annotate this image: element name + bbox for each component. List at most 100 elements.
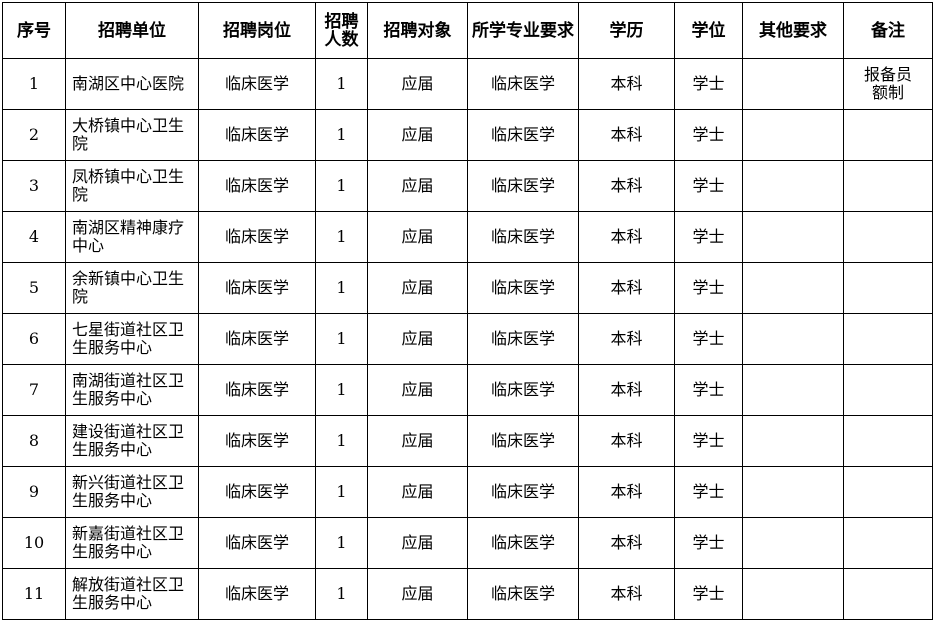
cell-edu: 本科 <box>578 568 675 620</box>
cell-other <box>742 109 844 161</box>
table-row: 4 南湖区精神康疗中心 临床医学 1 应届 临床医学 本科 学士 <box>2 211 933 263</box>
cell-degree: 学士 <box>674 313 743 365</box>
cell-major: 临床医学 <box>467 313 579 365</box>
cell-count: 1 <box>315 160 368 212</box>
cell-note <box>843 415 933 467</box>
cell-major: 临床医学 <box>467 364 579 416</box>
cell-post: 临床医学 <box>198 415 316 467</box>
header-cell: 学位 <box>674 2 743 59</box>
cell-note <box>843 109 933 161</box>
cell-major: 临床医学 <box>467 211 579 263</box>
cell-note <box>843 160 933 212</box>
cell-edu: 本科 <box>578 58 675 110</box>
cell-unit: 凤桥镇中心卫生院 <box>65 160 199 212</box>
cell-post: 临床医学 <box>198 313 316 365</box>
table-row: 2 大桥镇中心卫生院 临床医学 1 应届 临床医学 本科 学士 <box>2 109 933 161</box>
cell-note <box>843 262 933 314</box>
cell-post: 临床医学 <box>198 568 316 620</box>
cell-target: 应届 <box>367 313 468 365</box>
cell-unit: 新兴街道社区卫生服务中心 <box>65 466 199 518</box>
header-cell: 学历 <box>578 2 675 59</box>
header-cell: 招聘单位 <box>65 2 199 59</box>
cell-post: 临床医学 <box>198 466 316 518</box>
cell-note: 报备员额制 <box>843 58 933 110</box>
cell-edu: 本科 <box>578 160 675 212</box>
cell-target: 应届 <box>367 466 468 518</box>
table-row: 1 南湖区中心医院 临床医学 1 应届 临床医学 本科 学士 报备员额制 <box>2 58 933 110</box>
cell-unit: 大桥镇中心卫生院 <box>65 109 199 161</box>
cell-no: 7 <box>2 364 66 416</box>
cell-post: 临床医学 <box>198 517 316 569</box>
cell-count: 1 <box>315 415 368 467</box>
cell-target: 应届 <box>367 262 468 314</box>
cell-post: 临床医学 <box>198 109 316 161</box>
header-cell: 招聘对象 <box>367 2 468 59</box>
cell-edu: 本科 <box>578 517 675 569</box>
cell-count: 1 <box>315 262 368 314</box>
cell-count: 1 <box>315 109 368 161</box>
cell-degree: 学士 <box>674 364 743 416</box>
cell-note <box>843 211 933 263</box>
cell-target: 应届 <box>367 58 468 110</box>
cell-degree: 学士 <box>674 211 743 263</box>
cell-count: 1 <box>315 364 368 416</box>
cell-post: 临床医学 <box>198 160 316 212</box>
table-row: 6 七星街道社区卫生服务中心 临床医学 1 应届 临床医学 本科 学士 <box>2 313 933 365</box>
cell-note <box>843 466 933 518</box>
cell-count: 1 <box>315 211 368 263</box>
cell-no: 11 <box>2 568 66 620</box>
cell-unit: 建设街道社区卫生服务中心 <box>65 415 199 467</box>
cell-target: 应届 <box>367 160 468 212</box>
cell-major: 临床医学 <box>467 568 579 620</box>
cell-post: 临床医学 <box>198 262 316 314</box>
cell-no: 10 <box>2 517 66 569</box>
cell-target: 应届 <box>367 568 468 620</box>
cell-unit: 新嘉街道社区卫生服务中心 <box>65 517 199 569</box>
cell-unit: 南湖区中心医院 <box>65 58 199 110</box>
cell-no: 3 <box>2 160 66 212</box>
cell-degree: 学士 <box>674 568 743 620</box>
cell-edu: 本科 <box>578 364 675 416</box>
cell-no: 4 <box>2 211 66 263</box>
table-row: 9 新兴街道社区卫生服务中心 临床医学 1 应届 临床医学 本科 学士 <box>2 466 933 518</box>
cell-other <box>742 58 844 110</box>
cell-major: 临床医学 <box>467 517 579 569</box>
cell-degree: 学士 <box>674 262 743 314</box>
cell-major: 临床医学 <box>467 58 579 110</box>
cell-edu: 本科 <box>578 466 675 518</box>
cell-no: 1 <box>2 58 66 110</box>
cell-degree: 学士 <box>674 517 743 569</box>
header-cell: 备注 <box>843 2 933 59</box>
cell-major: 临床医学 <box>467 160 579 212</box>
cell-other <box>742 262 844 314</box>
cell-degree: 学士 <box>674 58 743 110</box>
cell-unit: 南湖区精神康疗中心 <box>65 211 199 263</box>
cell-edu: 本科 <box>578 415 675 467</box>
cell-post: 临床医学 <box>198 211 316 263</box>
cell-unit: 南湖街道社区卫生服务中心 <box>65 364 199 416</box>
cell-unit: 七星街道社区卫生服务中心 <box>65 313 199 365</box>
cell-count: 1 <box>315 58 368 110</box>
cell-edu: 本科 <box>578 262 675 314</box>
cell-edu: 本科 <box>578 211 675 263</box>
cell-note <box>843 568 933 620</box>
table-row: 8 建设街道社区卫生服务中心 临床医学 1 应届 临床医学 本科 学士 <box>2 415 933 467</box>
cell-other <box>742 568 844 620</box>
cell-other <box>742 517 844 569</box>
cell-target: 应届 <box>367 364 468 416</box>
header-cell: 其他要求 <box>742 2 844 59</box>
cell-other <box>742 211 844 263</box>
cell-major: 临床医学 <box>467 109 579 161</box>
cell-target: 应届 <box>367 415 468 467</box>
cell-unit: 解放街道社区卫生服务中心 <box>65 568 199 620</box>
header-cell: 招聘人数 <box>315 2 368 59</box>
cell-other <box>742 466 844 518</box>
cell-post: 临床医学 <box>198 58 316 110</box>
cell-other <box>742 415 844 467</box>
cell-no: 6 <box>2 313 66 365</box>
cell-note <box>843 517 933 569</box>
cell-degree: 学士 <box>674 160 743 212</box>
table-row: 10 新嘉街道社区卫生服务中心 临床医学 1 应届 临床医学 本科 学士 <box>2 517 933 569</box>
